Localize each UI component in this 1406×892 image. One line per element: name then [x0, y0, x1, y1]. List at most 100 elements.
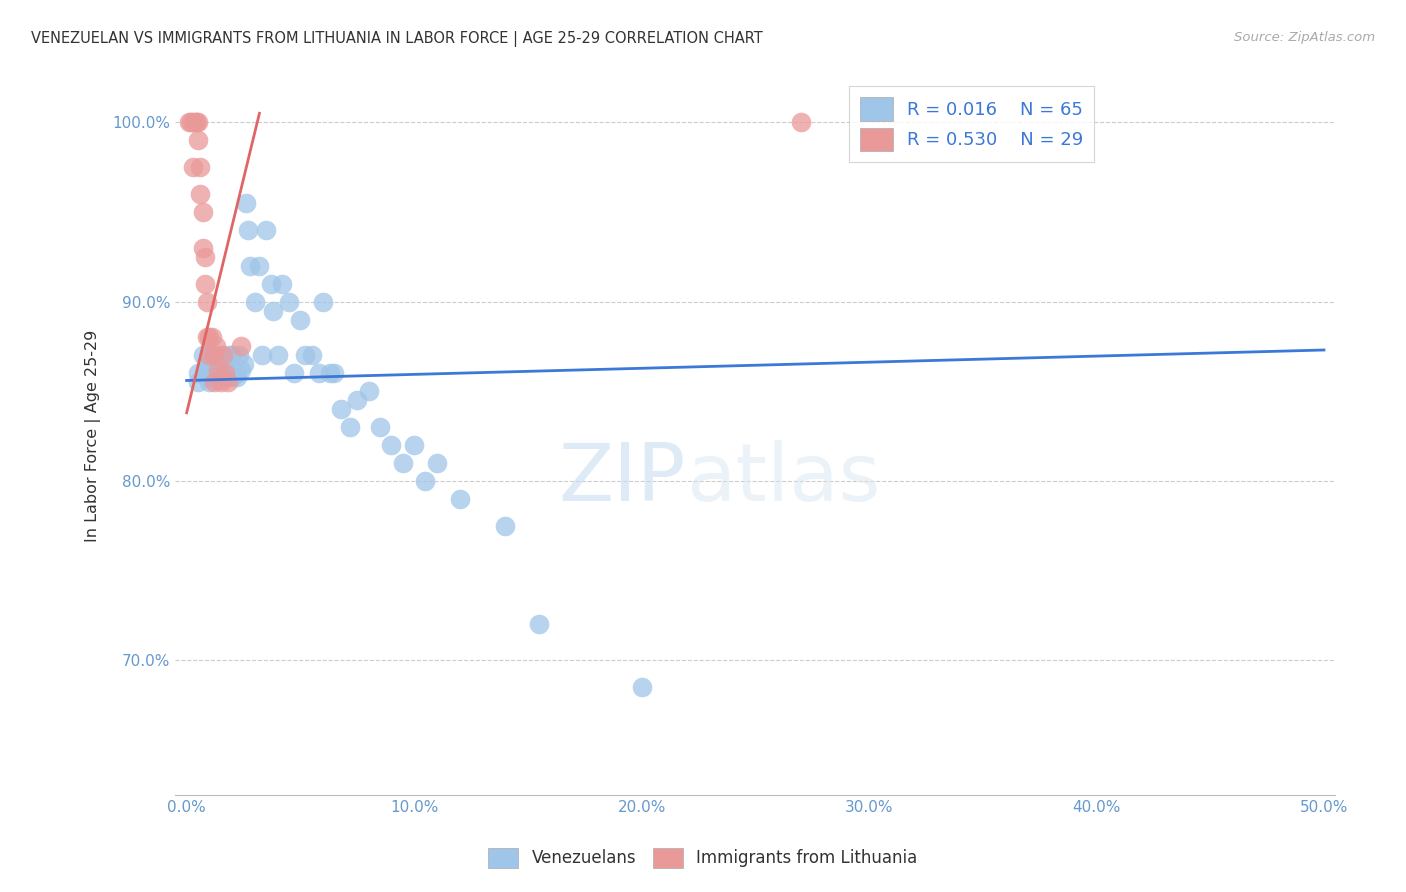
Point [198, 348, 221, 362]
Point [217, 376, 239, 390]
Point [380, 438, 402, 452]
Point [202, 376, 225, 390]
Point [191, 205, 214, 219]
Point [339, 420, 361, 434]
Point [243, 294, 266, 309]
Point [212, 357, 235, 371]
Point [209, 348, 232, 362]
Point [312, 294, 335, 309]
Text: Source: ZipAtlas.com: Source: ZipAtlas.com [1234, 31, 1375, 45]
Point [198, 330, 221, 344]
Point [290, 312, 312, 326]
Point [330, 402, 353, 417]
Point [301, 348, 323, 362]
Point [198, 376, 221, 390]
Point [184, 115, 207, 129]
Point [271, 277, 294, 291]
Point [529, 617, 551, 632]
Point [195, 294, 218, 309]
Point [214, 367, 236, 381]
Point [212, 370, 235, 384]
Point [391, 456, 413, 470]
Point [188, 160, 211, 174]
Point [187, 133, 209, 147]
Point [228, 348, 250, 362]
Point [214, 367, 236, 381]
Point [221, 348, 243, 362]
Point [217, 370, 239, 384]
Point [323, 367, 346, 381]
Point [239, 259, 262, 273]
Point [294, 348, 316, 362]
Point [212, 348, 235, 362]
Point [205, 339, 228, 353]
Point [201, 370, 224, 384]
Point [201, 348, 224, 362]
Point [266, 348, 288, 362]
Point [254, 223, 277, 237]
Point [346, 393, 368, 408]
Legend: Venezuelans, Immigrants from Lithuania: Venezuelans, Immigrants from Lithuania [482, 841, 924, 875]
Point [198, 357, 221, 371]
Point [209, 376, 232, 390]
Point [231, 362, 253, 376]
Point [187, 115, 209, 129]
Point [404, 438, 426, 452]
Point [224, 367, 246, 381]
Point [225, 367, 247, 381]
Point [207, 362, 229, 376]
Point [278, 294, 301, 309]
Point [249, 259, 271, 273]
Point [231, 339, 253, 353]
Point [232, 357, 254, 371]
Point [262, 303, 284, 318]
Point [207, 374, 229, 388]
Point [198, 367, 221, 381]
Point [235, 196, 257, 211]
Text: atlas: atlas [686, 440, 880, 518]
Point [357, 384, 380, 399]
Point [187, 376, 209, 390]
Point [205, 367, 228, 381]
Point [183, 115, 205, 129]
Point [195, 330, 218, 344]
Point [426, 456, 449, 470]
Point [194, 250, 217, 264]
Point [218, 367, 240, 381]
Point [218, 348, 240, 362]
Point [221, 370, 243, 384]
Point [177, 115, 200, 129]
Point [368, 420, 391, 434]
Point [191, 241, 214, 255]
Text: VENEZUELAN VS IMMIGRANTS FROM LITHUANIA IN LABOR FORCE | AGE 25-29 CORRELATION C: VENEZUELAN VS IMMIGRANTS FROM LITHUANIA … [31, 31, 762, 47]
Point [202, 370, 225, 384]
Point [187, 367, 209, 381]
Point [195, 370, 218, 384]
Point [449, 491, 471, 506]
Point [283, 367, 305, 381]
Point [191, 348, 214, 362]
Point [319, 367, 342, 381]
Point [225, 370, 247, 384]
Point [790, 115, 813, 129]
Point [188, 186, 211, 201]
Point [202, 351, 225, 366]
Point [183, 160, 205, 174]
Point [194, 277, 217, 291]
Point [201, 330, 224, 344]
Point [250, 348, 273, 362]
Text: ZIP: ZIP [558, 440, 686, 518]
Point [194, 362, 217, 376]
Point [308, 367, 330, 381]
Legend: R = 0.016    N = 65, R = 0.530    N = 29: R = 0.016 N = 65, R = 0.530 N = 29 [849, 87, 1094, 161]
Y-axis label: In Labor Force | Age 25-29: In Labor Force | Age 25-29 [86, 330, 101, 542]
Point [260, 277, 283, 291]
Point [202, 348, 225, 362]
Point [217, 362, 239, 376]
Point [494, 518, 516, 533]
Point [209, 367, 232, 381]
Point [184, 115, 207, 129]
Point [630, 680, 652, 694]
Point [236, 223, 259, 237]
Point [180, 115, 202, 129]
